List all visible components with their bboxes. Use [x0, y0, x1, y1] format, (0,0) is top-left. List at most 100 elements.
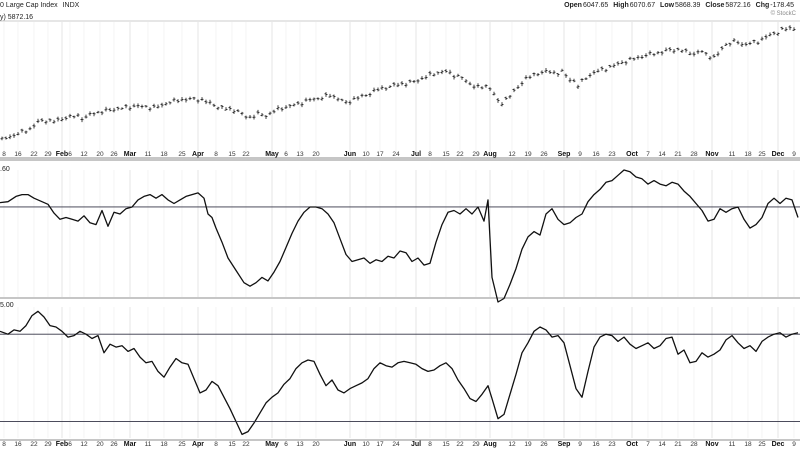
x-tick-label-bottom: 11 — [145, 441, 152, 448]
price-bar — [48, 118, 52, 122]
price-bar — [352, 96, 356, 100]
price-bar — [212, 103, 216, 107]
price-bar — [764, 34, 768, 40]
x-tick-label-top: 8 — [214, 151, 218, 158]
x-tick-label-top: 12 — [508, 151, 516, 158]
x-tick-label-top: 18 — [744, 151, 752, 158]
price-bar — [276, 105, 280, 111]
price-bar — [732, 38, 736, 42]
x-tick-label-top: 18 — [160, 151, 168, 158]
quote-value-low: 5868.39 — [675, 2, 701, 9]
watermark: © StockC — [770, 11, 796, 17]
x-tick-label-top: 29 — [44, 151, 52, 158]
price-bar — [792, 27, 796, 31]
price-bar — [256, 109, 260, 115]
price-bar — [720, 46, 724, 51]
x-tick-label-bottom: Oct — [626, 441, 638, 448]
x-tick-label-top: 25 — [758, 151, 766, 158]
x-tick-label-bottom: 28 — [690, 441, 698, 448]
price-bar — [388, 85, 392, 88]
price-bar — [92, 112, 96, 117]
price-bar — [536, 73, 540, 77]
x-tick-label-top: 8 — [428, 151, 432, 158]
price-bar — [336, 97, 340, 102]
exchange-label: INDX — [62, 2, 80, 9]
price-bar — [124, 104, 128, 109]
x-tick-label-top: 28 — [690, 151, 698, 158]
x-tick-label-bottom: 25 — [758, 441, 766, 448]
price-bar — [592, 70, 596, 75]
x-tick-label-top: 24 — [392, 151, 400, 158]
x-tick-label-top: 13 — [296, 151, 304, 158]
price-bar — [240, 111, 244, 116]
x-tick-label-bottom: 8 — [214, 441, 218, 448]
price-bar — [636, 55, 640, 60]
x-tick-label-top: 22 — [242, 151, 250, 158]
price-bar — [552, 70, 556, 75]
price-bar — [448, 69, 452, 75]
price-bar — [280, 107, 284, 112]
price-bar — [216, 106, 220, 111]
price-bar — [200, 97, 204, 101]
x-tick-label-top: 22 — [456, 151, 464, 158]
price-bar — [220, 105, 224, 109]
price-bar — [344, 100, 348, 105]
x-tick-label-bottom: 21 — [674, 441, 682, 448]
price-bar — [644, 53, 648, 58]
quote-label-chg: Chg — [755, 2, 770, 9]
price-bar — [476, 83, 480, 88]
indicator-1-label: .60 — [0, 166, 10, 173]
x-tick-label-top: 20 — [96, 151, 104, 158]
price-bar — [244, 115, 248, 120]
price-bar — [404, 82, 408, 88]
price-bar — [0, 136, 4, 141]
price-bar — [524, 75, 528, 80]
x-tick-label-top: Dec — [772, 151, 785, 158]
x-tick-label-bottom: 26 — [540, 441, 548, 448]
price-bar — [548, 70, 552, 74]
x-tick-label-bottom: 9 — [578, 441, 582, 448]
price-bar — [60, 117, 64, 122]
price-bar — [628, 56, 632, 61]
price-bar — [416, 79, 420, 84]
x-tick-label-top: 19 — [524, 151, 532, 158]
price-bar — [500, 102, 504, 107]
price-bar — [716, 51, 720, 57]
price-bar — [236, 109, 240, 113]
x-tick-label-bottom: 11 — [729, 441, 736, 448]
x-tick-label-bottom: 16 — [592, 441, 600, 448]
quote-label-low: Low — [660, 2, 675, 9]
indicator-1-line — [0, 169, 799, 303]
price-bar — [480, 86, 484, 90]
price-bar — [32, 123, 36, 129]
price-bar — [44, 120, 48, 125]
price-bar — [568, 77, 572, 83]
price-series-label: y) 5872.16 — [0, 14, 34, 21]
price-bar — [772, 31, 776, 36]
price-bar — [432, 73, 436, 77]
price-bar — [272, 109, 276, 114]
x-tick-label-top: 29 — [472, 151, 480, 158]
price-bar — [324, 92, 328, 97]
x-tick-label-bottom: 15 — [228, 441, 236, 448]
indicator-2-series — [0, 310, 800, 436]
x-tick-label-top: 6 — [68, 151, 72, 158]
x-tick-label-bottom: 20 — [312, 441, 320, 448]
price-bar — [440, 69, 444, 75]
price-bar — [616, 61, 620, 66]
price-bar — [436, 71, 440, 75]
price-bar — [456, 73, 460, 77]
price-bar — [700, 49, 704, 53]
x-tick-label-bottom: 9 — [792, 441, 796, 448]
price-bar — [40, 118, 44, 122]
price-bar — [428, 70, 432, 76]
price-bar — [560, 68, 564, 72]
x-tick-label-bottom: 10 — [362, 441, 370, 448]
price-bar — [144, 105, 148, 108]
price-bar — [116, 106, 120, 111]
x-tick-label-top: 11 — [145, 151, 152, 158]
x-tick-label-bottom: 16 — [14, 441, 22, 448]
price-bar — [696, 49, 700, 55]
price-bar — [588, 73, 592, 78]
price-bar — [656, 51, 660, 55]
